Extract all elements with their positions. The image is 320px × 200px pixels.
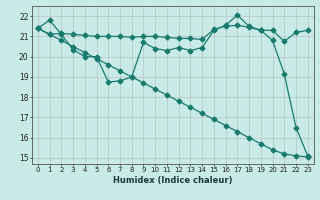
X-axis label: Humidex (Indice chaleur): Humidex (Indice chaleur): [113, 176, 233, 185]
